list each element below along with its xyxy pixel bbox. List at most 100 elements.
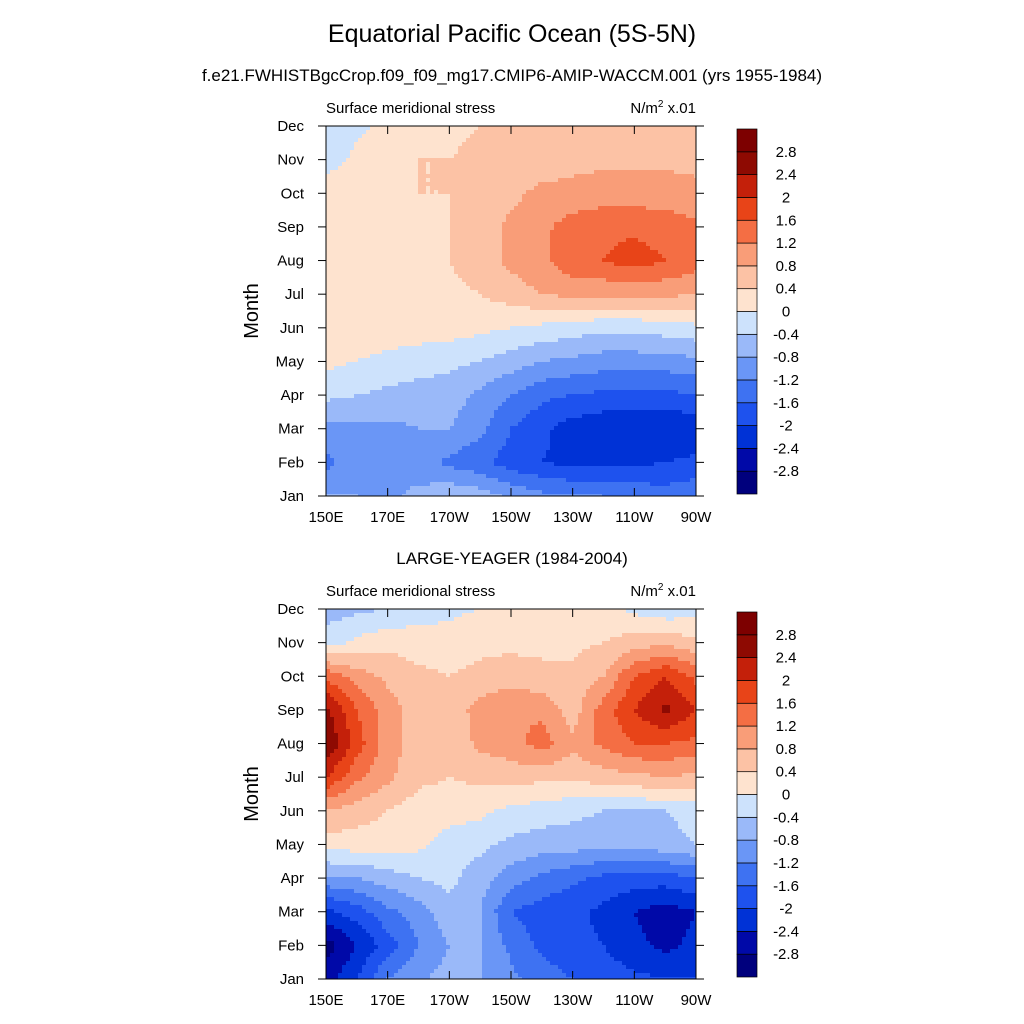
heatmap-cell [362, 298, 367, 303]
heatmap-cell [670, 142, 675, 147]
heatmap-cell [330, 174, 335, 179]
heatmap-cell [638, 314, 643, 319]
heatmap-cell [486, 186, 491, 191]
heatmap-cell [394, 126, 399, 131]
heatmap-cell [550, 154, 555, 159]
heatmap-cell [674, 158, 679, 163]
heatmap-cell [346, 146, 351, 151]
heatmap-cell [414, 202, 419, 207]
heatmap-cell [610, 262, 615, 267]
heatmap-cell [642, 254, 647, 259]
heatmap-cell [510, 298, 515, 303]
heatmap-cell [514, 206, 519, 211]
heatmap-cell [594, 306, 599, 311]
heatmap-cell [450, 258, 455, 263]
heatmap-cell [610, 318, 615, 323]
heatmap-cell [562, 162, 567, 167]
heatmap-cell [470, 194, 475, 199]
heatmap-cell [646, 194, 651, 199]
heatmap-cell [382, 294, 387, 299]
heatmap-cell [450, 314, 455, 319]
heatmap-cell [658, 130, 663, 135]
heatmap-cell [450, 146, 455, 151]
heatmap-cell [574, 134, 579, 139]
heatmap-cell [498, 318, 503, 323]
heatmap-cell [682, 186, 687, 191]
heatmap-cell [326, 282, 331, 287]
heatmap-cell [378, 290, 383, 295]
heatmap-cell [454, 134, 459, 139]
heatmap-cell [542, 222, 547, 227]
heatmap-cell [602, 126, 607, 131]
heatmap-cell [570, 286, 575, 291]
heatmap-cell [646, 138, 651, 143]
heatmap-cell [674, 298, 679, 303]
heatmap-cell [386, 266, 391, 271]
heatmap-cell [630, 218, 635, 223]
heatmap-cell [542, 186, 547, 191]
heatmap-cell [330, 230, 335, 235]
heatmap-cell [522, 150, 527, 155]
heatmap-cell [570, 174, 575, 179]
heatmap-cell [534, 138, 539, 143]
heatmap-cell [638, 250, 643, 255]
heatmap-cell [678, 318, 683, 323]
heatmap-cell [690, 154, 695, 159]
heatmap-cell [366, 206, 371, 211]
heatmap-cell [626, 258, 631, 263]
heatmap-cell [434, 322, 439, 327]
heatmap-cell [682, 294, 687, 299]
heatmap-cell [582, 330, 587, 335]
heatmap-cell [562, 206, 567, 211]
heatmap-cell [610, 258, 615, 263]
heatmap-cell [482, 170, 487, 175]
heatmap-cell [554, 330, 559, 335]
heatmap-cell [634, 254, 639, 259]
heatmap-cell [642, 138, 647, 143]
heatmap-cell [578, 202, 583, 207]
heatmap-cell [578, 282, 583, 287]
heatmap-cell [414, 310, 419, 315]
heatmap-cell [398, 210, 403, 215]
heatmap-cell [510, 258, 515, 263]
heatmap-cell [406, 230, 411, 235]
heatmap-cell [690, 282, 695, 287]
heatmap-cell [478, 138, 483, 143]
heatmap-cell [450, 298, 455, 303]
heatmap-cell [326, 182, 331, 187]
heatmap-cell [642, 250, 647, 255]
heatmap-cell [410, 282, 415, 287]
heatmap-cell [466, 294, 471, 299]
heatmap-cell [546, 306, 551, 311]
heatmap-cell [558, 186, 563, 191]
heatmap-cell [466, 318, 471, 323]
heatmap-cell [542, 318, 547, 323]
heatmap-cell [350, 258, 355, 263]
heatmap-cell [534, 182, 539, 187]
heatmap-cell [398, 238, 403, 243]
heatmap-cell [386, 318, 391, 323]
heatmap-cell [346, 210, 351, 215]
heatmap-cell [550, 170, 555, 175]
heatmap-cell [426, 234, 431, 239]
heatmap-cell [622, 154, 627, 159]
heatmap-cell [426, 218, 431, 223]
heatmap-cell [626, 278, 631, 283]
heatmap-cell [618, 286, 623, 291]
heatmap-cell [690, 322, 695, 327]
heatmap-cell [610, 314, 615, 319]
heatmap-cell [606, 174, 611, 179]
heatmap-cell [362, 162, 367, 167]
heatmap-cell [374, 154, 379, 159]
heatmap-cell [334, 190, 339, 195]
heatmap-cell [514, 134, 519, 139]
heatmap-cell [630, 134, 635, 139]
heatmap-cell [674, 258, 679, 263]
heatmap-cell [530, 226, 535, 231]
heatmap-cell [534, 218, 539, 223]
heatmap-cell [606, 314, 611, 319]
heatmap-cell [406, 238, 411, 243]
heatmap-cell [386, 334, 391, 339]
heatmap-cell [342, 334, 347, 339]
heatmap-cell [670, 162, 675, 167]
